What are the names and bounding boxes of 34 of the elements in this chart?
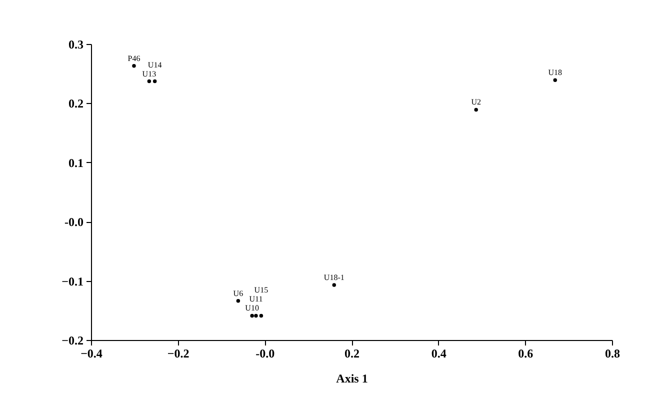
- data-label: U13: [142, 69, 156, 78]
- point: [152, 79, 157, 84]
- data-label: U15: [254, 286, 268, 295]
- x-axis-title: Axis 1: [336, 372, 368, 386]
- point: [132, 64, 136, 68]
- point: [259, 314, 264, 318]
- point: [147, 79, 152, 84]
- x-tick-label: −0.2: [167, 346, 190, 360]
- y-tick-label: 0.2: [68, 96, 84, 111]
- y-tick-label: −0.2: [62, 334, 84, 348]
- x-tick-label: -0.0: [256, 346, 275, 360]
- point: [250, 314, 254, 318]
- point: [254, 314, 258, 318]
- data-label: U14: [148, 60, 162, 70]
- data-label: U10: [245, 304, 259, 313]
- x-tick-label: −0.4: [80, 346, 102, 360]
- data-label: U2: [471, 98, 481, 107]
- point: [236, 299, 240, 303]
- x-tick-label: 0.8: [605, 346, 620, 360]
- data-label: U6: [233, 288, 244, 298]
- data-label: U18-1: [324, 272, 344, 282]
- point: [474, 108, 478, 112]
- data-label: U11: [249, 294, 263, 304]
- x-tick-label: 0.4: [431, 346, 446, 360]
- x-tick-label: 0.2: [344, 346, 360, 360]
- data-label: U18: [548, 68, 562, 78]
- y-tick-label: 0.3: [68, 38, 84, 52]
- y-tick-label: 0.1: [68, 156, 84, 170]
- y-tick-label: -0.0: [64, 215, 84, 230]
- data-label: P46: [128, 54, 140, 63]
- point: [332, 283, 336, 287]
- point: [553, 78, 557, 82]
- x-tick-label: 0.6: [518, 346, 534, 360]
- y-tick-label: −0.1: [62, 274, 84, 288]
